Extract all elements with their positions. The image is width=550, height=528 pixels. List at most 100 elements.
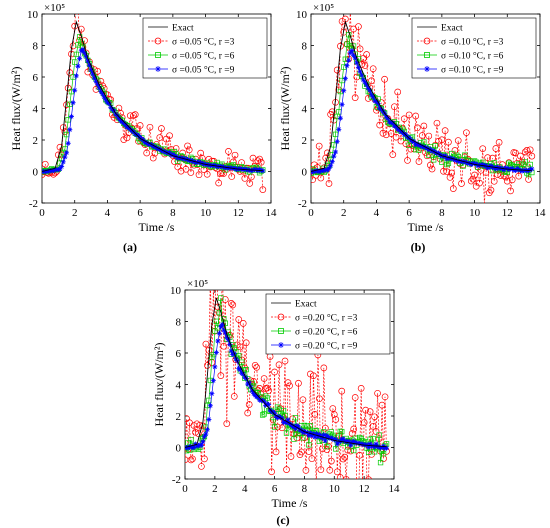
point-r9 xyxy=(239,370,245,376)
point-r9 xyxy=(284,420,290,426)
point-r9 xyxy=(384,445,390,451)
point-r3 xyxy=(271,368,278,376)
point-r9 xyxy=(362,79,368,85)
point-r3 xyxy=(221,296,229,303)
point-r6 xyxy=(426,152,432,158)
point-r3 xyxy=(374,389,381,397)
point-r9 xyxy=(201,433,207,439)
point-r9 xyxy=(345,438,351,444)
point-r9 xyxy=(260,168,266,174)
y-tick-label: 4 xyxy=(176,380,182,392)
point-r9 xyxy=(104,100,110,106)
point-r6 xyxy=(188,437,194,443)
point-r3 xyxy=(193,420,201,428)
point-r9 xyxy=(248,168,254,174)
point-r3 xyxy=(231,151,239,159)
legend-entry: Exact xyxy=(441,24,463,34)
point-r3 xyxy=(146,123,154,131)
point-r6 xyxy=(262,393,269,399)
point-r9 xyxy=(64,150,70,156)
legend-marker-star xyxy=(278,342,284,348)
point-r6 xyxy=(282,412,288,419)
point-r3 xyxy=(355,506,361,512)
point-r9 xyxy=(228,348,234,354)
point-r6 xyxy=(351,447,357,454)
point-r3 xyxy=(69,42,77,50)
point-r3 xyxy=(131,111,139,118)
y-tick-label: 2 xyxy=(302,135,308,147)
point-r9 xyxy=(310,431,316,437)
point-r3 xyxy=(220,170,227,177)
point-r3 xyxy=(123,134,131,142)
point-r3 xyxy=(394,88,402,96)
point-r3 xyxy=(302,467,310,474)
legend-marker-circle xyxy=(154,37,162,45)
point-r6 xyxy=(431,157,437,163)
point-r3 xyxy=(311,176,316,184)
point-r3 xyxy=(392,133,400,141)
point-r9 xyxy=(73,73,79,79)
point-r9 xyxy=(227,341,233,347)
x-tick-label: 0 xyxy=(182,483,188,495)
point-r9 xyxy=(327,435,333,441)
point-r6 xyxy=(304,423,311,429)
point-r9 xyxy=(321,432,327,438)
point-r3 xyxy=(487,186,495,194)
point-r3 xyxy=(268,468,275,476)
point-r3 xyxy=(490,177,498,185)
legend-box xyxy=(411,17,537,79)
point-r3 xyxy=(158,125,165,132)
point-r3 xyxy=(242,339,250,347)
point-r9 xyxy=(331,437,337,443)
point-r9 xyxy=(340,436,346,442)
point-r9 xyxy=(316,169,322,175)
point-r9 xyxy=(367,87,373,93)
x-tick-label: 12 xyxy=(359,483,370,495)
x-tick-label: 0 xyxy=(308,207,314,219)
point-r3 xyxy=(415,158,423,165)
point-r9 xyxy=(442,153,448,159)
point-r3 xyxy=(435,137,442,145)
point-r9 xyxy=(387,119,393,125)
legend: Exact σ =0.10 °C, r =3 σ =0.10 °C, r =6 σ =… xyxy=(411,17,537,79)
series-line-exact xyxy=(311,20,532,172)
point-r3 xyxy=(526,146,534,154)
point-r9 xyxy=(357,440,363,446)
point-r9 xyxy=(483,163,489,169)
point-r6 xyxy=(339,77,345,84)
point-r9 xyxy=(192,441,198,447)
point-r3 xyxy=(120,136,128,143)
point-r6 xyxy=(339,428,345,435)
point-r9 xyxy=(436,150,442,156)
point-r6 xyxy=(377,459,384,466)
point-r3 xyxy=(484,154,492,161)
y-tick-label: 4 xyxy=(302,104,308,116)
point-r9 xyxy=(346,439,352,445)
point-r3 xyxy=(235,316,243,323)
point-r9 xyxy=(519,168,525,174)
legend-marker-circle xyxy=(423,37,431,45)
point-r6 xyxy=(300,435,306,441)
point-r9 xyxy=(351,52,357,58)
point-r3 xyxy=(412,112,420,120)
point-r9 xyxy=(291,423,297,429)
point-r3 xyxy=(256,155,263,163)
x-tick-label: 14 xyxy=(266,207,278,219)
point-r9 xyxy=(352,55,358,61)
x-axis-label: Time /s xyxy=(272,496,308,510)
point-r3 xyxy=(311,411,319,418)
point-r3 xyxy=(400,115,408,123)
point-r9 xyxy=(309,433,315,439)
series-line-exact xyxy=(42,20,263,172)
point-r6 xyxy=(67,101,73,107)
point-r9 xyxy=(70,100,76,106)
point-r3 xyxy=(454,137,462,144)
point-r9 xyxy=(376,444,382,450)
point-r9 xyxy=(357,68,363,74)
point-r6 xyxy=(222,320,228,326)
point-r6 xyxy=(357,434,363,441)
point-r3 xyxy=(166,132,173,140)
point-r9 xyxy=(457,159,463,165)
point-r9 xyxy=(278,414,284,420)
point-r9 xyxy=(160,148,166,154)
